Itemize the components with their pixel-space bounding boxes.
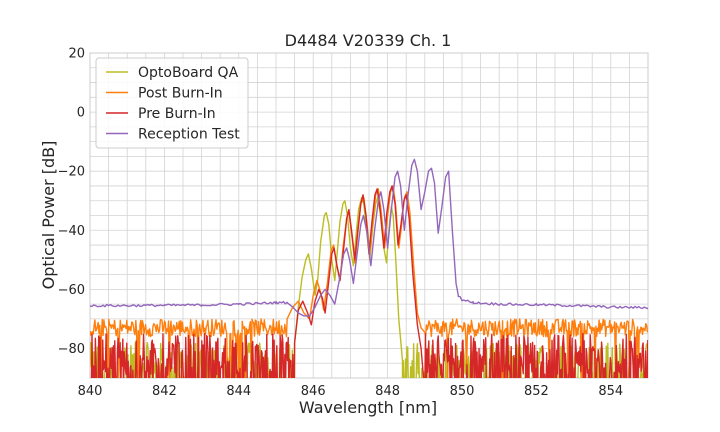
y-tick-label: −20 [58,165,85,180]
x-tick-label: 846 [301,384,326,399]
legend-label: Pre Burn-In [138,106,216,122]
legend-label: Reception Test [138,127,240,143]
y-axis-label: Optical Power [dB] [39,141,58,290]
series-line-post-burn-in [90,185,648,378]
tick-labels: 840 842 844 846 848 850 852 854 20 0 −20 −40 −60 −80 [58,47,624,400]
series-group [90,158,648,378]
x-axis-label: Wavelength [nm] [299,398,437,417]
legend-label: Post Burn-In [138,86,223,102]
y-tick-label: −80 [58,342,85,357]
x-tick-label: 840 [78,384,103,399]
y-tick-label: −40 [58,224,85,239]
series-line-optoboard-qa [90,197,648,378]
series-line-reception-test [90,158,648,317]
legend: OptoBoard QA Post Burn-In Pre Burn-In Recep… [95,57,249,149]
x-tick-label: 852 [524,384,549,399]
y-tick-label: 20 [68,47,85,62]
x-tick-label: 848 [375,384,400,399]
y-tick-label: −60 [58,283,85,298]
plot-frame [89,52,649,379]
x-tick-label: 844 [226,384,251,399]
y-tick-label: 0 [77,106,85,121]
legend-label: OptoBoard QA [138,65,239,81]
legend-box [95,57,249,149]
series-line-pre-burn-in [90,185,648,378]
x-tick-label: 854 [598,384,623,399]
x-tick-label: 850 [450,384,475,399]
x-tick-label: 842 [152,384,177,399]
chart-title: D4484 V20339 Ch. 1 [285,31,452,50]
